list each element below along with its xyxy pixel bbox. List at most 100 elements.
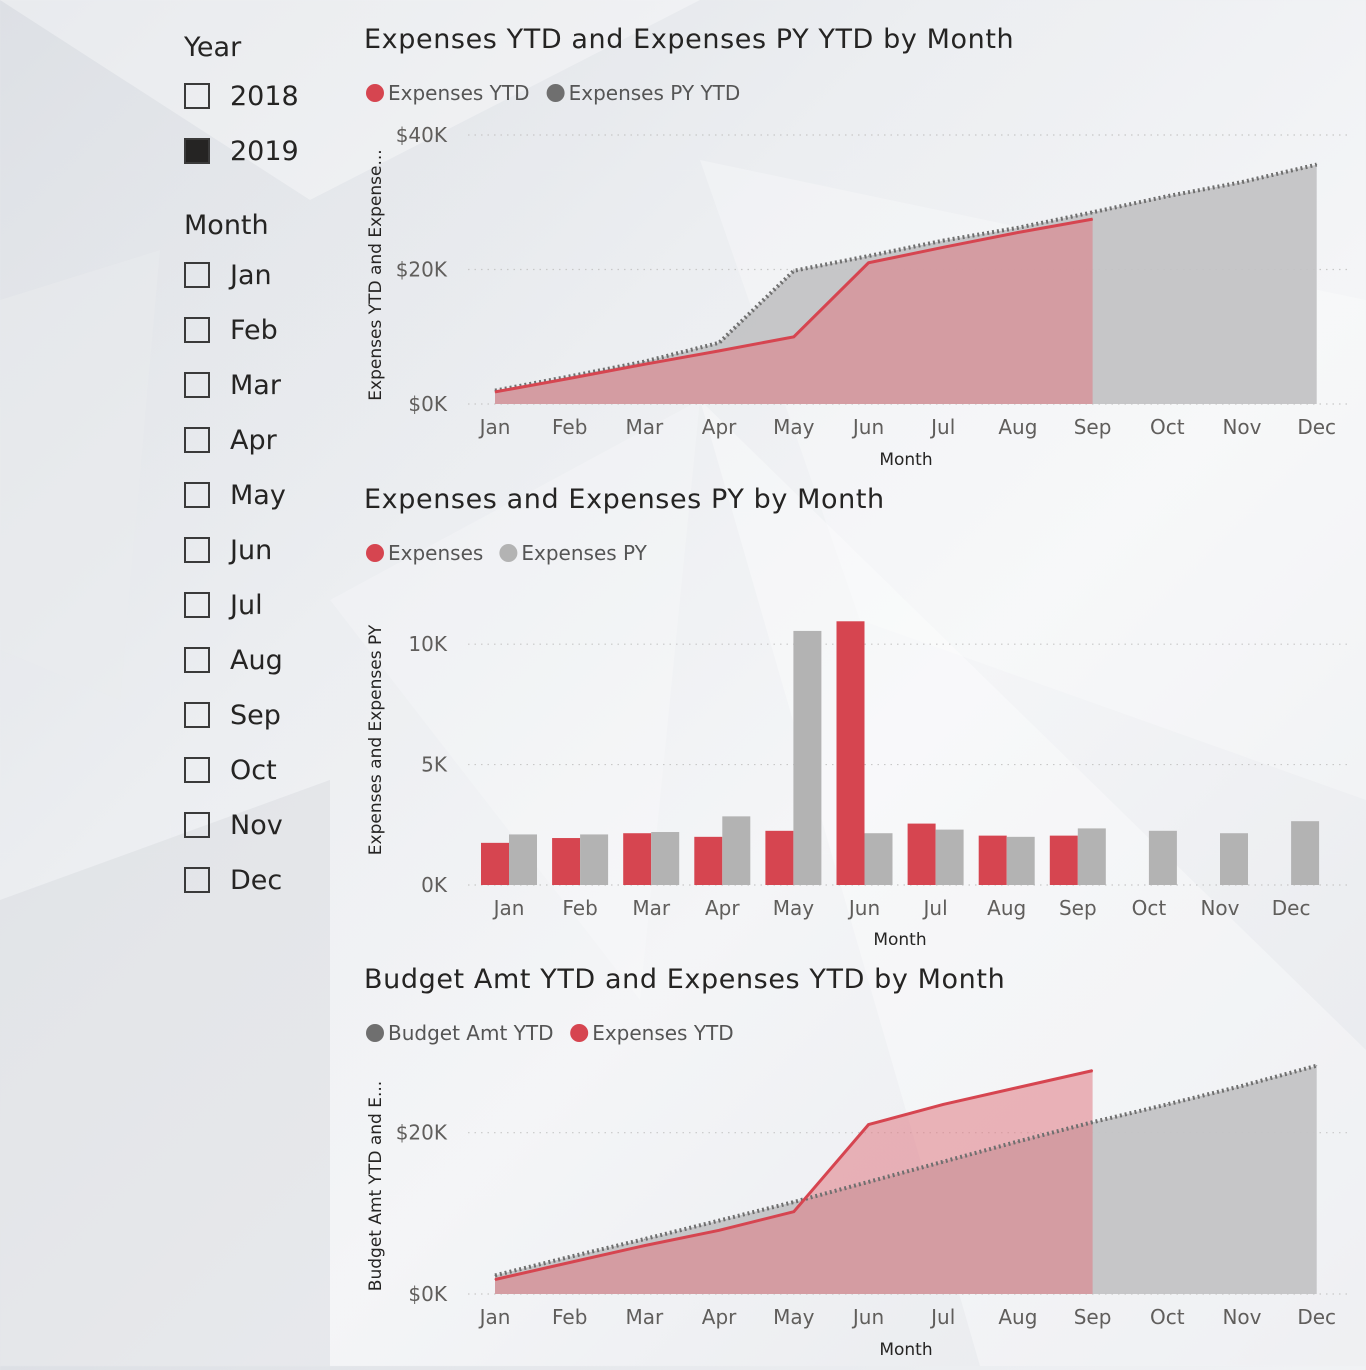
line-budget-amt-ytd — [494, 1063, 1318, 1278]
legend-marker-icon — [366, 544, 384, 562]
data-point — [868, 1124, 869, 1126]
data-point — [942, 1103, 944, 1105]
legend-marker-icon — [366, 84, 384, 102]
month-option-label: Mar — [230, 369, 281, 401]
month-option-jun[interactable]: Jun — [184, 534, 272, 566]
y-tick-label: 5K — [421, 753, 448, 777]
month-option-label: Jan — [230, 259, 272, 291]
y-axis-label: Budget Amt YTD and E... — [366, 1081, 386, 1291]
x-tick-label: Nov — [1222, 1305, 1261, 1329]
bar-expenses-py — [935, 829, 964, 885]
legend-entry: Expenses YTD — [592, 1021, 733, 1045]
month-option-nov[interactable]: Nov — [184, 809, 283, 841]
checkbox-icon[interactable] — [184, 138, 210, 164]
x-tick-label: Apr — [705, 896, 740, 920]
data-point — [569, 375, 571, 377]
month-option-apr[interactable]: Apr — [184, 424, 277, 456]
month-slicer-title: Month — [184, 210, 269, 241]
data-point — [494, 390, 496, 392]
x-tick-label: May — [773, 1305, 815, 1329]
data-point — [1092, 1121, 1094, 1123]
checkbox-icon[interactable] — [184, 812, 210, 838]
data-point — [1017, 1141, 1019, 1143]
chart-title: Expenses YTD and Expenses PY YTD by Mont… — [364, 24, 1014, 55]
x-tick-label: Feb — [552, 415, 587, 439]
bar-expenses-py — [722, 816, 751, 885]
month-option-mar[interactable]: Mar — [184, 369, 281, 401]
month-option-sep[interactable]: Sep — [184, 699, 281, 731]
month-option-may[interactable]: May — [184, 479, 286, 511]
month-option-label: Dec — [230, 864, 283, 896]
checkbox-icon[interactable] — [184, 317, 210, 343]
data-point — [494, 391, 496, 393]
checkbox-icon[interactable] — [184, 427, 210, 453]
month-option-label: Jun — [230, 534, 273, 566]
month-option-feb[interactable]: Feb — [184, 314, 278, 346]
x-tick-label: Jul — [929, 415, 955, 439]
x-tick-label: Apr — [702, 415, 737, 439]
bar-expenses-py — [580, 834, 609, 885]
data-point — [793, 1211, 795, 1213]
month-option-label: Aug — [230, 644, 283, 676]
checkbox-icon[interactable] — [184, 647, 210, 673]
x-tick-label: Feb — [562, 896, 597, 920]
data-point — [793, 1201, 795, 1203]
checkbox-icon[interactable] — [184, 867, 210, 893]
bar-expenses — [481, 842, 509, 885]
x-tick-label: Aug — [987, 896, 1026, 920]
year-option-2019[interactable]: 2019 — [184, 135, 299, 167]
x-tick-label: Jul — [922, 896, 948, 920]
x-tick-label: Dec — [1297, 1305, 1336, 1329]
bar-expenses — [836, 621, 865, 885]
bar-expenses-py — [1220, 833, 1248, 885]
x-tick-label: Dec — [1272, 896, 1311, 920]
checkbox-icon[interactable] — [184, 757, 210, 783]
x-tick-label: Mar — [626, 1305, 665, 1329]
x-tick-label: Jun — [851, 415, 884, 439]
bar-expenses-py — [864, 833, 893, 885]
x-axis-label: Month — [879, 1340, 932, 1360]
x-tick-label: Apr — [702, 1305, 737, 1329]
data-point — [643, 1245, 645, 1247]
month-option-jan[interactable]: Jan — [184, 259, 272, 291]
data-point — [494, 1274, 496, 1276]
data-point — [643, 361, 645, 363]
checkbox-icon[interactable] — [184, 482, 210, 508]
y-axis-label: Expenses YTD and Expense... — [366, 149, 386, 400]
year-slicer-title: Year — [184, 32, 242, 63]
data-point — [494, 1278, 496, 1280]
data-point — [1017, 1086, 1019, 1088]
checkbox-icon[interactable] — [184, 537, 210, 563]
data-point — [793, 270, 795, 272]
x-tick-label: Jan — [478, 415, 511, 439]
chart-title: Expenses and Expenses PY by Month — [364, 484, 885, 515]
x-tick-label: Jan — [478, 1305, 511, 1329]
month-option-aug[interactable]: Aug — [184, 644, 283, 676]
year-option-2018[interactable]: 2018 — [184, 80, 299, 112]
checkbox-icon[interactable] — [184, 83, 210, 109]
month-option-oct[interactable]: Oct — [184, 754, 277, 786]
checkbox-icon[interactable] — [184, 702, 210, 728]
area-expenses-ytd — [495, 219, 1093, 404]
checkbox-icon[interactable] — [184, 262, 210, 288]
checkbox-icon[interactable] — [184, 372, 210, 398]
month-option-dec[interactable]: Dec — [184, 864, 282, 896]
month-option-label: Nov — [230, 809, 283, 841]
x-tick-label: Jan — [492, 896, 525, 920]
x-tick-label: Jun — [851, 1305, 884, 1329]
bar-expenses — [694, 836, 723, 885]
x-tick-label: Jun — [847, 896, 880, 920]
month-option-jul[interactable]: Jul — [184, 589, 263, 621]
data-point — [1166, 1103, 1168, 1105]
checkbox-icon[interactable] — [184, 592, 210, 618]
data-point — [942, 1161, 944, 1163]
data-point — [942, 246, 944, 248]
x-tick-label: May — [773, 415, 815, 439]
x-axis-label: Month — [879, 450, 932, 470]
x-tick-label: Feb — [552, 1305, 587, 1329]
line-expenses-py-ytd — [494, 162, 1318, 393]
data-point — [569, 1262, 571, 1264]
